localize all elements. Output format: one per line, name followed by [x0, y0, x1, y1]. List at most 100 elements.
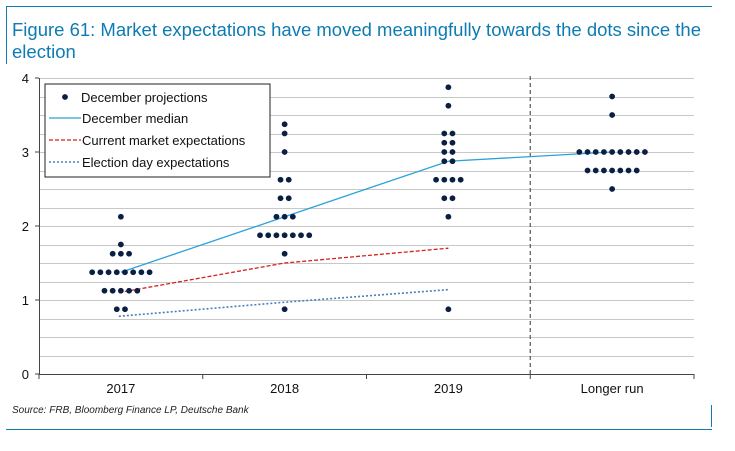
projection-dot [277, 176, 284, 183]
legend-box [44, 83, 271, 178]
projection-dot [281, 149, 288, 155]
projection-dot [609, 167, 616, 174]
projection-dot [642, 149, 648, 155]
projection-dot [449, 139, 456, 146]
y-tick-label: 1 [22, 293, 29, 308]
projection-dot [126, 287, 132, 294]
dots-layer [89, 84, 648, 313]
projection-dot [298, 232, 304, 239]
legend-label-election: Election day expectations [82, 155, 230, 170]
legend-marker-projections [62, 94, 68, 100]
projection-dot [138, 269, 145, 276]
axis-layer: 0 1 2 3 4 2017 2018 2019 Longer run [22, 71, 695, 396]
projection-dot [576, 149, 583, 155]
x-tick-label: Longer run [581, 381, 644, 396]
projection-dot [592, 167, 599, 174]
projection-dot [457, 176, 464, 183]
projection-dot [601, 167, 607, 174]
projection-dot [617, 167, 624, 174]
source-note: Source: FRB, Bloomberg Finance LP, Deuts… [12, 405, 249, 416]
projection-dot [89, 269, 96, 276]
projection-dot [117, 287, 124, 294]
projection-dot [441, 139, 448, 146]
legend-label-projections: December projections [81, 90, 208, 105]
projection-dot [449, 195, 456, 202]
projection-dot [285, 176, 292, 183]
projection-dot [117, 250, 124, 257]
projection-dot [449, 149, 456, 155]
figure-title: Figure 61: Market expectations have move… [12, 19, 701, 62]
projection-dot [281, 213, 288, 220]
series-line-dotted [118, 288, 449, 318]
projection-dot [285, 195, 292, 202]
projection-dot [130, 269, 137, 276]
y-tick-label: 3 [22, 145, 29, 160]
projection-dot [105, 269, 112, 276]
projection-dot [122, 306, 128, 313]
projection-dot [433, 176, 439, 183]
y-tick-label: 0 [22, 367, 29, 382]
projection-dot [633, 167, 640, 174]
projection-dot [445, 84, 452, 91]
projection-dot [289, 232, 296, 239]
projection-dot [445, 213, 452, 220]
projection-dot [134, 287, 141, 294]
projection-dot [633, 149, 640, 155]
series-line-dashed [118, 247, 449, 294]
legend-label-market: Current market expectations [82, 133, 246, 148]
projection-dot [122, 269, 128, 276]
projection-dot [126, 250, 132, 257]
projection-dot [609, 93, 616, 100]
projection-dot [257, 232, 263, 239]
projection-dot [449, 158, 456, 165]
projection-dot [281, 306, 288, 313]
projection-dot [617, 149, 624, 155]
lines-layer [118, 151, 613, 318]
projection-dot [584, 149, 591, 155]
projection-dot [592, 149, 599, 155]
projection-dot [117, 241, 124, 248]
projection-dot [113, 306, 120, 313]
projection-dot [449, 130, 456, 137]
projection-dot [625, 167, 632, 174]
x-tick-label: 2017 [106, 381, 135, 396]
projection-dot [146, 269, 153, 276]
projection-dot [281, 130, 288, 137]
projection-dot [441, 149, 448, 155]
projection-dot [113, 269, 120, 276]
series-line-solid [120, 151, 613, 273]
projection-dot [273, 232, 280, 239]
projection-dot [445, 102, 452, 109]
y-tick-label: 4 [22, 71, 29, 86]
projection-dot [441, 130, 448, 137]
projection-dot [441, 195, 448, 202]
projection-dot [265, 232, 272, 239]
projection-dot [625, 149, 632, 155]
projection-dot [101, 287, 108, 294]
projection-dot [609, 112, 616, 118]
projection-dot [306, 232, 313, 239]
frame-bottom-border [6, 429, 712, 430]
projection-dot [97, 269, 104, 276]
legend-label-median: December median [82, 111, 188, 126]
legend: December projections December median Cur… [44, 83, 271, 178]
projection-dot [289, 213, 296, 220]
x-tick-label: 2019 [434, 381, 463, 396]
projection-dot [281, 250, 288, 257]
projection-dot [281, 121, 288, 128]
projection-dot [584, 167, 591, 174]
y-tick-label: 2 [22, 219, 29, 234]
projection-dot [445, 306, 452, 313]
frame-top-border [6, 6, 712, 7]
projection-dot [441, 176, 448, 183]
projection-dot [109, 287, 116, 294]
projection-dot [281, 232, 288, 239]
projection-dot [441, 158, 448, 165]
frame-bottom-right-tick [711, 405, 712, 427]
projection-dot [609, 149, 616, 155]
x-tick-label: 2018 [270, 381, 299, 396]
projection-dot [117, 213, 124, 220]
projection-dot [277, 195, 284, 202]
projection-dot [449, 176, 456, 183]
